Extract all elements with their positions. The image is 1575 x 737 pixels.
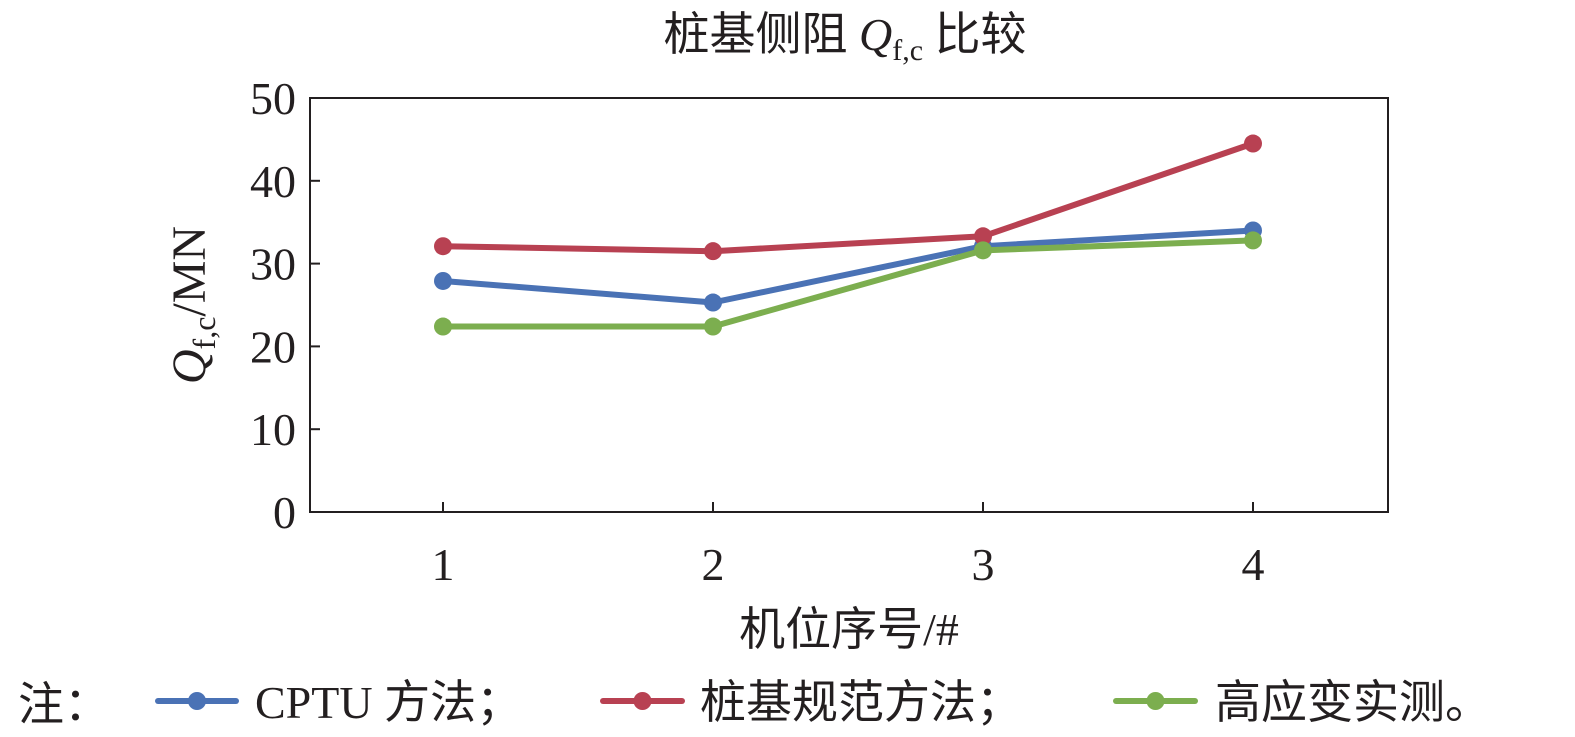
- data-point: [974, 241, 992, 260]
- x-tick-label: 3: [972, 539, 995, 590]
- plot-frame: [309, 97, 1389, 513]
- x-axis-label: 机位序号/#: [739, 604, 959, 655]
- data-point: [434, 317, 452, 336]
- series-2: [434, 134, 1262, 261]
- legend-marker: [1146, 692, 1165, 710]
- chart-title-symbol: Q: [859, 9, 892, 60]
- y-tick-label: 20: [250, 321, 296, 372]
- legend-item-3: 高应变实测。: [1113, 677, 1491, 728]
- legend-marker: [633, 692, 652, 710]
- legend-label: 桩基规范方法；: [700, 677, 1022, 728]
- series-1: [434, 221, 1262, 312]
- note-prefix: 注：: [18, 679, 110, 730]
- legend-item-2: 桩基规范方法；: [600, 677, 1022, 728]
- data-point: [704, 293, 722, 312]
- legend-marker: [188, 692, 206, 710]
- y-tick-label: 10: [250, 404, 296, 455]
- series-3: [434, 231, 1262, 336]
- series-line-3: [440, 237, 1256, 330]
- y-axis-label-subscript: f,c: [186, 317, 222, 350]
- data-point: [434, 271, 452, 290]
- data-point: [704, 317, 722, 336]
- y-axis-label-symbol: Q: [163, 349, 216, 384]
- chart-title-subscript: f,c: [892, 34, 923, 67]
- x-tick-label: 4: [1242, 539, 1265, 590]
- y-tick-label: 30: [250, 239, 296, 290]
- x-axis: 1 2 3 4: [432, 502, 1265, 590]
- y-tick-label: 40: [250, 156, 296, 207]
- x-tick-label: 2: [702, 539, 725, 590]
- y-axis-label-unit: /MN: [163, 226, 216, 317]
- series-group: [434, 134, 1262, 336]
- data-point: [704, 242, 722, 261]
- y-tick-label: 50: [250, 73, 296, 124]
- y-axis: 0 10 20 30 40 50: [250, 73, 320, 538]
- data-point: [974, 227, 992, 246]
- y-tick-label: 0: [273, 487, 296, 538]
- legend-label: CPTU 方法；: [255, 677, 522, 728]
- x-tick-label: 1: [432, 539, 455, 590]
- data-point: [1244, 231, 1262, 250]
- series-line-2: [440, 140, 1256, 255]
- y-axis-label: Qf,c/MN: [163, 226, 222, 384]
- legend-label: 高应变实测。: [1215, 677, 1491, 728]
- legend: CPTU 方法； 桩基规范方法； 高应变实测。: [155, 677, 1491, 728]
- series-line-1: [440, 227, 1256, 306]
- legend-item-1: CPTU 方法；: [155, 677, 522, 728]
- chart-title: 桩基侧阻 Qf,c 比较: [663, 9, 1026, 67]
- data-point: [1244, 134, 1262, 153]
- chart-title-suffix: 比较: [923, 9, 1027, 60]
- chart-title-text: 桩基侧阻: [663, 9, 859, 60]
- data-point: [434, 237, 452, 256]
